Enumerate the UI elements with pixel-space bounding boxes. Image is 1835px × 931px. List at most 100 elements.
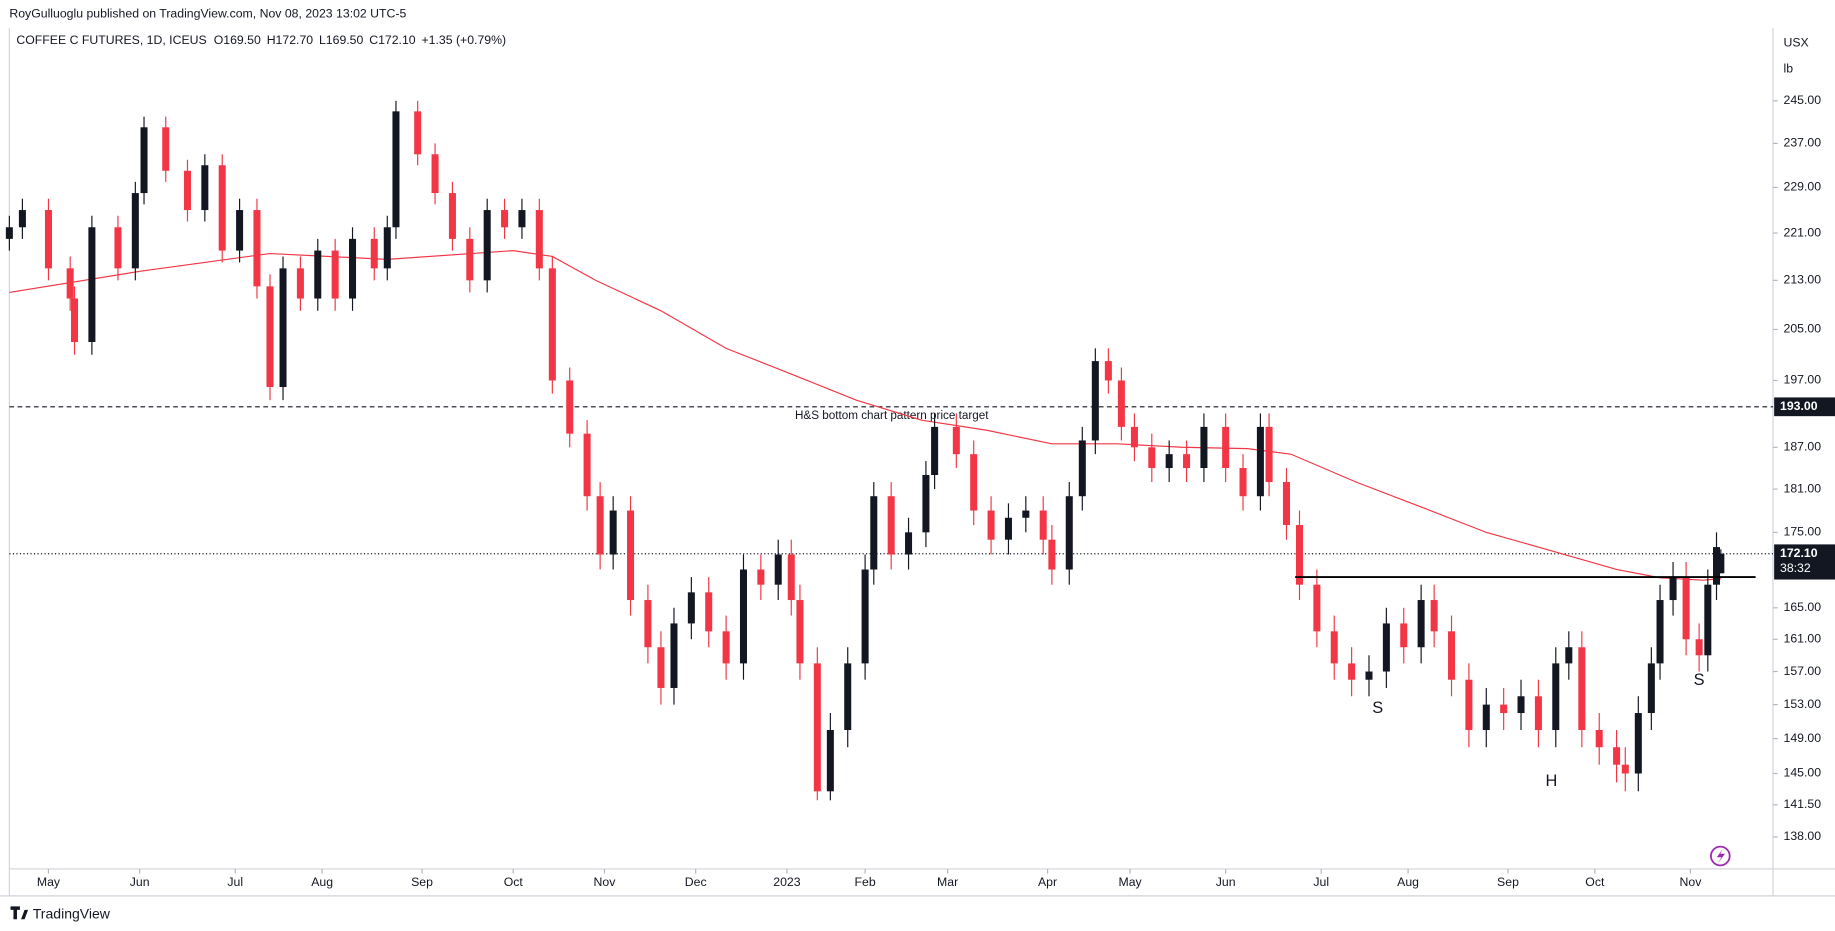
candle [757, 554, 765, 601]
countdown-label: 38:32 [1780, 561, 1811, 575]
candle [1330, 615, 1338, 680]
candle [1183, 440, 1191, 483]
ohlc-value: H172.70 [267, 33, 314, 47]
candle-body [1048, 539, 1056, 570]
candle-body [861, 569, 869, 664]
candle-body [1222, 426, 1230, 469]
icon-circle[interactable] [1710, 845, 1731, 867]
candle-body [1430, 600, 1438, 632]
candle [1647, 647, 1655, 731]
last-price-badge [1774, 544, 1835, 580]
candle [1022, 496, 1030, 533]
candle [1282, 468, 1290, 540]
candle-body [392, 111, 400, 228]
candle [644, 584, 652, 664]
candle-body [1330, 631, 1338, 664]
candle-body [1712, 547, 1721, 585]
candle-body [279, 268, 287, 388]
candle-body [1695, 639, 1703, 656]
candle [1104, 348, 1112, 394]
candle-body [644, 600, 652, 648]
candle-body [1348, 663, 1356, 680]
x-tick-label: Jul [1313, 875, 1329, 889]
candle-body [1365, 671, 1373, 680]
candle [870, 482, 878, 585]
candle-body [1517, 696, 1525, 714]
candle [1595, 713, 1603, 765]
y-tick-label: 175.00 [1784, 525, 1822, 539]
candle [466, 227, 474, 293]
x-tick-label: Oct [504, 875, 524, 889]
candle-body [1091, 361, 1099, 441]
candle-body [905, 532, 913, 555]
candle [813, 647, 821, 801]
candle-body [657, 647, 665, 688]
candle [392, 100, 400, 239]
pattern-label: S [1372, 699, 1383, 717]
x-tick-label: Feb [855, 875, 876, 889]
candle-body [1282, 482, 1290, 526]
candle-body [1148, 447, 1156, 469]
candle-body [739, 569, 747, 664]
candle [183, 159, 191, 222]
y-tick-label: 221.00 [1784, 225, 1822, 239]
candle-body [1578, 647, 1586, 731]
candle-body [1078, 440, 1086, 497]
candle-body [705, 592, 713, 632]
candle [566, 367, 574, 448]
ohlc-value: L169.50 [319, 33, 364, 47]
candle-body [71, 298, 79, 343]
candle [774, 539, 782, 601]
candle [922, 461, 930, 548]
brand: TradingView [10, 905, 111, 921]
candle [1634, 696, 1642, 792]
moving-average [9, 250, 1721, 581]
icon-bolt[interactable] [1716, 849, 1725, 864]
candle-body [687, 592, 695, 624]
candle [1004, 503, 1012, 555]
brand-name: TradingView [33, 905, 111, 921]
candle [1695, 623, 1703, 672]
candle [905, 517, 913, 570]
candle [1200, 413, 1208, 483]
last-price-label: 172.10 [1780, 546, 1818, 560]
candle-body [1117, 380, 1125, 427]
candle-body [1482, 704, 1490, 731]
candle-body [1565, 647, 1573, 664]
replay-icon[interactable] [1710, 845, 1731, 867]
candle-body [1534, 696, 1542, 731]
target-badge [1774, 397, 1835, 417]
candle [1222, 413, 1230, 483]
candle [627, 496, 635, 616]
candle-body [1448, 631, 1456, 680]
candle [266, 274, 274, 401]
symbol-title: COFFEE C FUTURES, 1D, ICEUS [16, 33, 206, 47]
candle-body [826, 730, 834, 792]
candle [140, 116, 148, 205]
candle-body [383, 227, 391, 269]
candle [71, 286, 79, 355]
candle-body [1256, 426, 1264, 497]
y-tick-label: 141.50 [1784, 797, 1822, 811]
currency-label: USX [1784, 36, 1809, 50]
candle [1704, 569, 1712, 672]
x-tick-label: Mar [937, 875, 958, 889]
candle [670, 607, 678, 705]
ohlc-value: C172.10 [369, 33, 416, 47]
y-tick-label: 187.00 [1784, 440, 1822, 454]
y-tick-label: 245.00 [1784, 93, 1822, 107]
candle [1117, 367, 1125, 441]
candle-body [1500, 704, 1508, 714]
candle-body [162, 127, 170, 171]
candle [66, 256, 74, 311]
candle [609, 496, 617, 570]
candle [1130, 413, 1138, 462]
candle-body [1595, 730, 1603, 748]
x-tick-label: Aug [311, 875, 333, 889]
y-tick-label: 153.00 [1784, 697, 1822, 711]
candle [483, 198, 491, 293]
candle [1448, 615, 1456, 697]
candle [1552, 647, 1560, 748]
candle [162, 116, 170, 182]
